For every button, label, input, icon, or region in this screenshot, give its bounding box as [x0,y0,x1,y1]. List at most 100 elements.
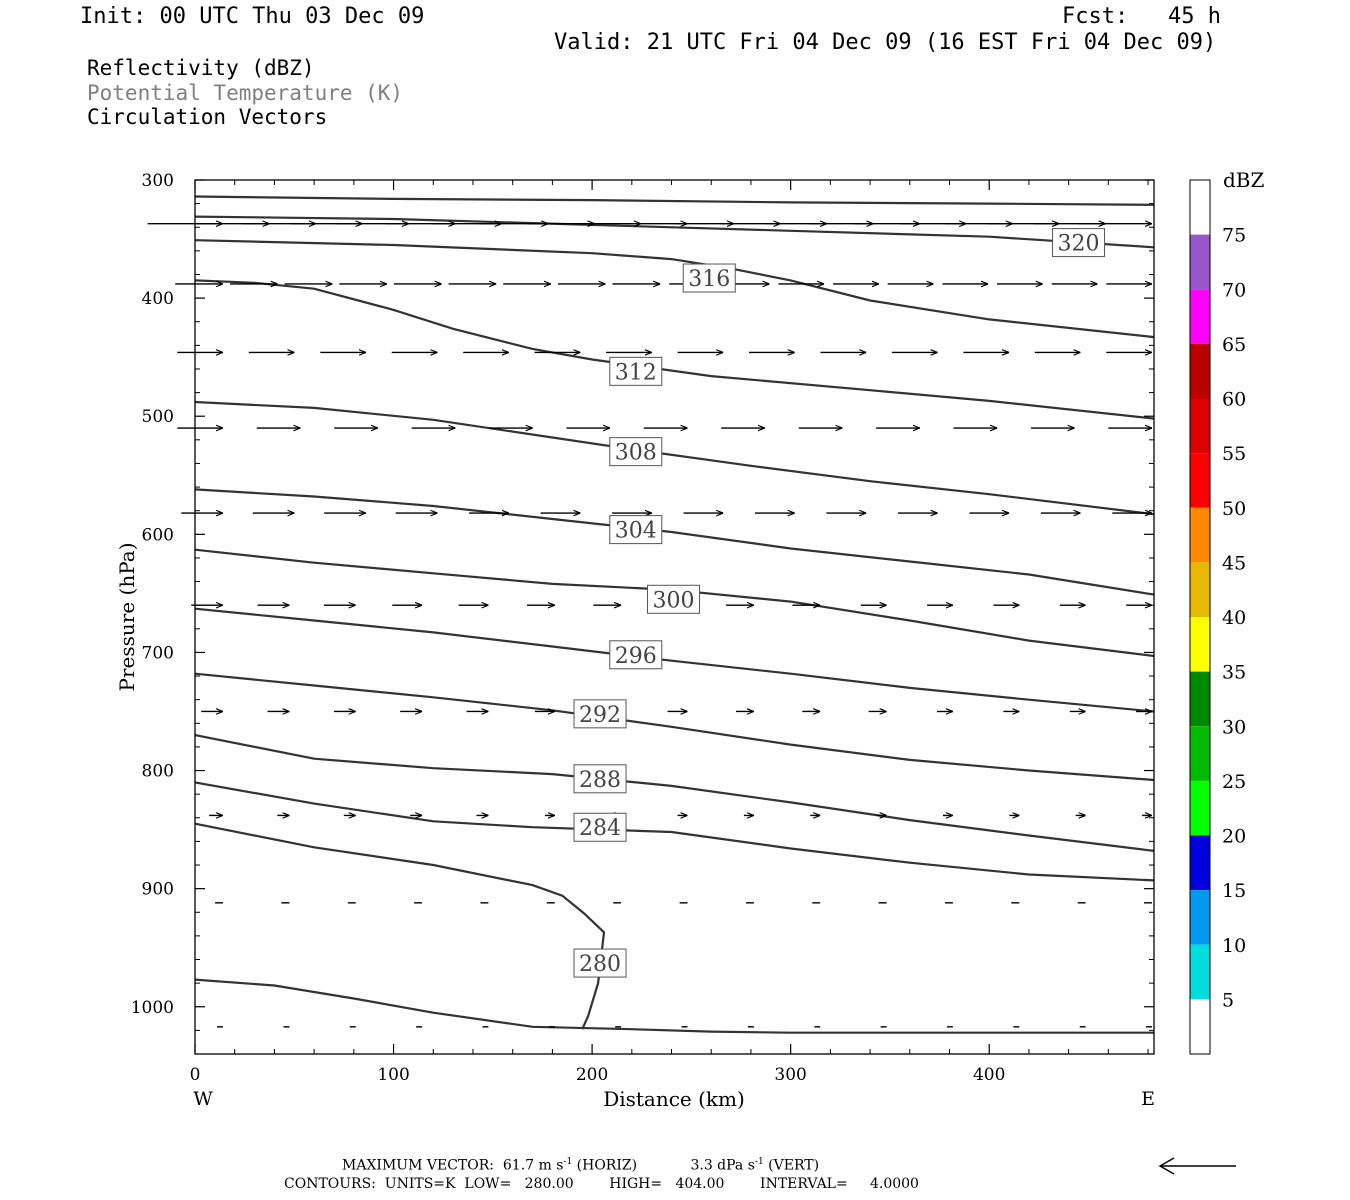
colorbar-label: 40 [1222,607,1246,629]
contour-line-280 [194,822,606,1030]
contour-line-288 [194,734,1155,852]
colorbar-label: 35 [1222,662,1246,684]
max-vector-vert: (HORIZ) 3.3 dPa s [572,1157,755,1174]
colorbar: 75 70 65 60 55 50 45 40 35 30 25 20 15 10 5 [1189,179,1246,1055]
contour-label: 300 [653,588,695,613]
contour-line-320 [194,215,1155,249]
contour-label: 284 [579,816,621,841]
colorbar-label: 55 [1222,443,1246,465]
colorbar-title: dBZ [1223,168,1265,192]
colorbar-segment [1190,835,1210,891]
contour-label: 280 [579,952,621,977]
colorbar-segment [1190,944,1210,1000]
init-time: Init: 00 UTC Thu 03 Dec 09 [80,4,425,29]
colorbar-label: 10 [1222,935,1246,957]
y-tick-label: 500 [142,407,174,427]
contour-label: 296 [615,644,657,669]
max-vector-vert-label: (VERT) [763,1157,820,1174]
field-label-potential-temperature: Potential Temperature (K) [87,81,404,105]
vector-group [147,224,1152,1028]
colorbar-label: 5 [1222,989,1234,1011]
colorbar-label: 45 [1222,552,1246,574]
y-tick-label: 400 [142,289,174,309]
contour-line-316 [194,239,1155,339]
y-tick-label: 1000 [131,998,174,1018]
contour-line-unlabeled-0 [194,195,1155,206]
colorbar-segment [1190,234,1210,290]
colorbar-label: 15 [1222,880,1246,902]
max-vector-horiz: MAXIMUM VECTOR: 61.7 m s [342,1157,564,1174]
colorbar-segment [1190,726,1210,781]
field-label-circulation-vectors: Circulation Vectors [87,105,328,129]
contour-label-box [573,764,627,794]
contour-line-unlabeled-12 [194,978,1154,1034]
y-tick-label: 600 [142,525,174,545]
contour-label-box [609,437,663,467]
contour-label-box [682,263,736,293]
colorbar-segment [1190,562,1210,617]
contour-line-312 [194,279,1155,420]
max-vector-info: MAXIMUM VECTOR: 61.7 m s-1 (HORIZ) 3.3 d… [342,1157,819,1174]
contour-label: 308 [615,441,657,466]
colorbar-frame [1189,179,1211,1055]
colorbar-segment [1190,617,1210,672]
colorbar-segment [1190,507,1210,563]
x-end-label-w: W [193,1088,213,1110]
horiz-unit-exponent: -1 [563,1157,573,1167]
colorbar-label: 50 [1222,498,1246,520]
contour-label: 304 [615,519,657,544]
contour-label-box [1052,228,1106,258]
valid-time: Valid: 21 UTC Fri 04 Dec 09 (16 EST Fri … [554,30,1217,55]
colorbar-label: 75 [1222,225,1246,247]
contour-label-box [573,812,627,842]
contour-line-296 [194,607,1155,713]
y-tick-label: 700 [142,643,174,663]
contour-label-group: 320 316 312 308 304 300 296 292 288 284 280 [573,228,1106,978]
colorbar-label: 20 [1222,826,1246,848]
colorbar-segment [1190,999,1210,1054]
y-tick-label: 800 [142,762,174,782]
vert-unit-exponent: -1 [754,1157,764,1167]
contour-label: 312 [615,360,657,385]
contour-info: CONTOURS: UNITS=K LOW= 280.00 HIGH= 404.… [284,1176,919,1192]
colorbar-segment [1190,343,1210,399]
contour-label: 292 [579,703,621,728]
plot-frame [194,179,1155,1055]
contour-group [194,195,1155,1034]
contour-line-304 [194,488,1155,596]
x-tick-label: 200 [576,1065,608,1085]
colorbar-label: 30 [1222,716,1246,738]
colorbar-segment [1190,398,1210,454]
colorbar-label: 65 [1222,334,1246,356]
colorbar-segment [1190,289,1210,344]
x-axis-label: Distance (km) [603,1087,745,1111]
contour-label-box [647,584,701,614]
contour-line-284 [194,781,1155,882]
colorbar-segment [1190,671,1210,727]
forecast-hour: Fcst: 45 h [1062,4,1221,29]
contour-label: 320 [1058,232,1100,257]
colorbar-segment [1190,780,1210,836]
colorbar-segment [1190,453,1210,508]
x-tick-label: 0 [190,1065,201,1085]
y-axis-label: Pressure (hPa) [115,543,139,692]
contour-label-box [609,356,663,386]
contour-label-box [573,699,627,729]
x-end-label-e: E [1141,1088,1155,1110]
contour-line-292 [194,672,1155,782]
contour-label: 316 [688,267,730,292]
x-tick-label: 400 [973,1065,1005,1085]
colorbar-label: 25 [1222,771,1246,793]
colorbar-segment [1190,890,1210,945]
x-tick-label: 300 [774,1065,806,1085]
reference-arrow [1158,1157,1236,1175]
colorbar-segment [1190,180,1210,235]
contour-label-box [573,948,627,978]
colorbar-label: 60 [1222,389,1246,411]
contour-label-box [609,515,663,545]
colorbar-label: 70 [1222,279,1246,301]
x-tick-label: 100 [377,1065,409,1085]
y-tick-label: 900 [142,880,174,900]
y-tick-label: 300 [142,171,174,191]
